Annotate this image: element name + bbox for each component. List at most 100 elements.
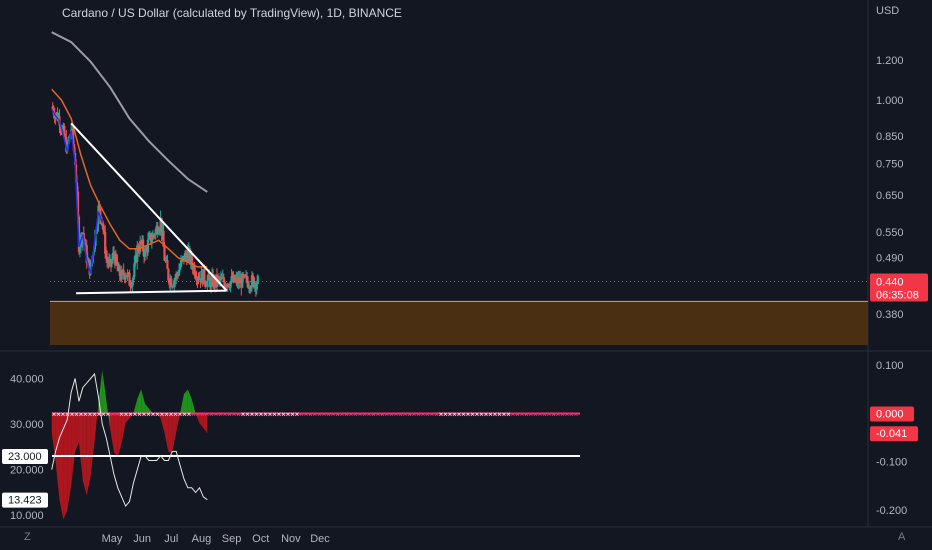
- time-tick-label: Aug: [192, 533, 212, 545]
- candle-body: [102, 223, 105, 231]
- squeeze-dot: ×: [443, 410, 448, 419]
- squeeze-dot: ×: [376, 410, 381, 419]
- oscillator-area: [71, 413, 76, 486]
- candle-body: [158, 228, 161, 233]
- price-tick-label: 0.750: [876, 159, 904, 171]
- oscillator-area: [63, 413, 68, 520]
- squeeze-dot: ×: [551, 410, 556, 419]
- axes: 1.200 1.000 0.850 0.750 0.650 0.550 0.490 0.380…: [2, 5, 928, 545]
- squeeze-dot: ×: [290, 410, 295, 419]
- support-trendline[interactable]: [76, 289, 227, 295]
- candle-body: [110, 259, 114, 265]
- squeeze-dot: ×: [367, 410, 372, 419]
- oscillator-area: [86, 413, 91, 496]
- price-tick-label: 0.850: [876, 131, 904, 143]
- osc-right-tick: -0.200: [876, 505, 907, 517]
- squeeze-dot: ×: [227, 410, 232, 419]
- time-tick-label: Jun: [133, 533, 151, 545]
- oscillator-area: [195, 413, 200, 424]
- squeeze-dot: ×: [182, 410, 187, 419]
- oscillator-area: [129, 413, 134, 419]
- oscillator-area: [137, 389, 142, 414]
- squeeze-dot: ×: [506, 410, 511, 419]
- squeeze-dot: ×: [488, 410, 493, 419]
- auto-scale-button[interactable]: A: [898, 531, 906, 543]
- candle-body: [163, 246, 166, 261]
- candle-body: [82, 233, 85, 239]
- support-zone-band: [50, 301, 868, 345]
- candle-body: [170, 278, 173, 287]
- candle-body: [115, 254, 118, 265]
- squeeze-dot: ×: [236, 410, 241, 419]
- candle-body: [147, 234, 151, 240]
- oscillator-area: [168, 413, 173, 453]
- squeeze-dot: ×: [533, 410, 538, 419]
- ma-fast-line: [51, 108, 104, 275]
- bar-countdown: 06:35:08: [876, 289, 919, 301]
- candle-body: [256, 275, 259, 284]
- candle-body: [227, 283, 230, 287]
- squeeze-dot: ×: [97, 410, 102, 419]
- squeeze-dot: ×: [299, 410, 304, 419]
- squeeze-dot: ×: [479, 410, 484, 419]
- candle-body: [149, 233, 152, 243]
- price-pane[interactable]: [50, 31, 868, 297]
- candle-body: [75, 182, 79, 192]
- oscillator-area: [203, 413, 208, 434]
- candle-body: [104, 232, 107, 254]
- candle-body: [210, 277, 213, 288]
- squeeze-dot: ×: [304, 410, 309, 419]
- squeeze-dot: ×: [214, 410, 219, 419]
- squeeze-dot: ×: [403, 410, 408, 419]
- oscillator-pane[interactable]: × × × × × × × × × × × × × × × × × × × × × × × × × × × × × × × × × × × × × × × ×…: [51, 370, 580, 520]
- osc-left-tick: 30.000: [10, 419, 44, 431]
- osc-left-tick: 10.000: [10, 510, 44, 522]
- oscillator-area: [90, 413, 95, 477]
- squeeze-dot: ×: [380, 410, 385, 419]
- candle-body: [139, 241, 142, 253]
- candle-body: [183, 253, 186, 262]
- osc-right-tick: 0.100: [876, 360, 904, 372]
- price-tick-label: 0.550: [876, 227, 904, 239]
- candle-body: [83, 238, 86, 246]
- candle-body: [130, 286, 133, 288]
- oscillator-area: [121, 413, 126, 443]
- descending-trendline[interactable]: [70, 122, 228, 292]
- candle-body: [186, 250, 189, 262]
- squeeze-dot: ×: [430, 410, 435, 419]
- oscillator-area: [59, 413, 64, 520]
- price-tick-label: 0.650: [876, 190, 904, 202]
- oscillator-area: [141, 389, 146, 414]
- candle-body: [190, 253, 193, 264]
- squeeze-dot: ×: [560, 410, 565, 419]
- candle-body: [51, 106, 54, 109]
- squeeze-dot: ×: [511, 410, 516, 419]
- squeeze-dot: ×: [205, 410, 210, 419]
- candle-body: [175, 273, 178, 279]
- squeeze-dot: ×: [547, 410, 552, 419]
- oscillator-area: [51, 413, 56, 462]
- squeeze-dot: ×: [133, 410, 138, 419]
- oscillator-area: [110, 413, 114, 453]
- squeeze-dot: ×: [169, 410, 174, 419]
- squeeze-dot: ×: [565, 410, 570, 419]
- candle-body: [76, 191, 80, 217]
- oscillator-area: [133, 399, 138, 414]
- last-price-tag: [870, 273, 928, 302]
- osc-zero-tag-label: 0.000: [876, 408, 904, 420]
- squeeze-dot: ×: [515, 410, 520, 419]
- candle-body: [107, 260, 111, 264]
- osc-value-tag: [870, 426, 918, 442]
- goto-date-button[interactable]: Z: [24, 531, 31, 543]
- oscillator-area: [172, 413, 177, 453]
- candle-body: [234, 279, 237, 282]
- squeeze-dot: ×: [70, 410, 75, 419]
- squeeze-dot: ×: [272, 410, 277, 419]
- candle-body: [229, 281, 232, 288]
- oscillator-area: [148, 408, 153, 414]
- price-tick-label: 1.000: [876, 95, 904, 107]
- candle-body: [105, 253, 108, 258]
- candle-body: [203, 268, 206, 282]
- oscillator-area: [176, 413, 181, 433]
